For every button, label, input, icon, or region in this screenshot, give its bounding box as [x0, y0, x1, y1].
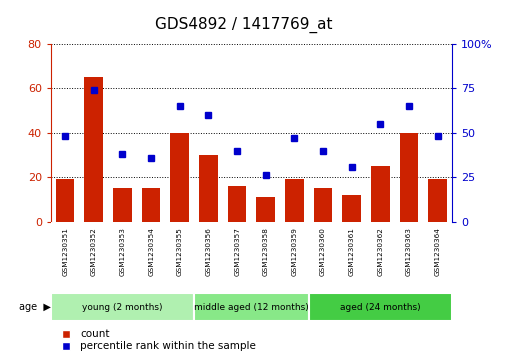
Text: GSM1230362: GSM1230362	[377, 228, 384, 276]
Text: GSM1230356: GSM1230356	[205, 228, 211, 276]
Text: GSM1230355: GSM1230355	[177, 228, 183, 276]
Bar	[51, 293, 194, 321]
Bar	[199, 155, 218, 222]
Text: GSM1230359: GSM1230359	[292, 228, 298, 276]
Text: GSM1230354: GSM1230354	[148, 228, 154, 276]
Bar	[194, 293, 309, 321]
Text: GSM1230360: GSM1230360	[320, 228, 326, 276]
Text: GSM1230358: GSM1230358	[263, 228, 269, 276]
Bar	[257, 197, 275, 222]
Bar	[228, 186, 246, 222]
Text: GSM1230364: GSM1230364	[435, 228, 441, 276]
Text: aged (24 months): aged (24 months)	[340, 303, 421, 312]
Legend: count, percentile rank within the sample: count, percentile rank within the sample	[56, 329, 256, 351]
Text: young (2 months): young (2 months)	[82, 303, 163, 312]
Bar	[428, 179, 447, 222]
Bar	[371, 166, 390, 222]
Bar	[84, 77, 103, 222]
Text: GSM1230361: GSM1230361	[349, 228, 355, 276]
Bar	[314, 188, 332, 222]
Text: GDS4892 / 1417769_at: GDS4892 / 1417769_at	[155, 16, 333, 33]
Bar	[142, 188, 161, 222]
Text: GSM1230353: GSM1230353	[119, 228, 125, 276]
Text: age  ▶: age ▶	[19, 302, 51, 312]
Bar	[400, 133, 419, 222]
Text: GSM1230363: GSM1230363	[406, 228, 412, 276]
Bar	[309, 293, 452, 321]
Text: middle aged (12 months): middle aged (12 months)	[194, 303, 309, 312]
Text: GSM1230357: GSM1230357	[234, 228, 240, 276]
Bar	[342, 195, 361, 222]
Bar	[113, 188, 132, 222]
Text: GSM1230352: GSM1230352	[91, 228, 97, 276]
Bar	[171, 133, 189, 222]
Text: GSM1230351: GSM1230351	[62, 228, 68, 276]
Bar	[56, 179, 75, 222]
Bar	[285, 179, 304, 222]
